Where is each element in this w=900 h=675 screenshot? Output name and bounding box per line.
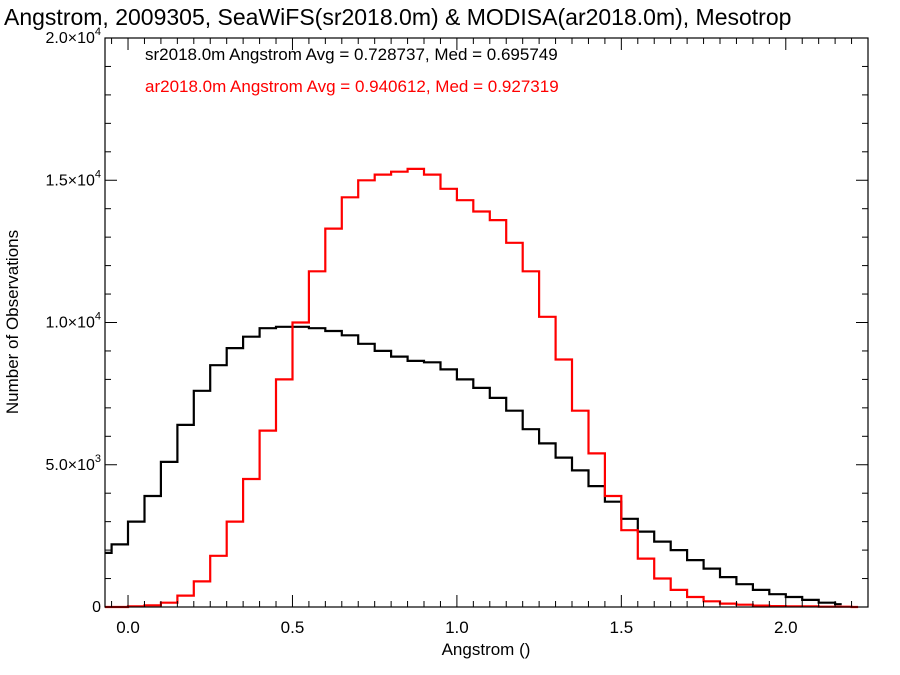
x-tick-label: 0.5 bbox=[281, 618, 305, 637]
y-tick-label: 0 bbox=[92, 599, 101, 616]
y-tick-label: 1.5×104 bbox=[45, 168, 101, 189]
y-axis-label: Number of Observations bbox=[3, 230, 22, 414]
y-tick-label: 1.0×104 bbox=[45, 311, 101, 332]
x-tick-label: 1.5 bbox=[610, 618, 634, 637]
annotation-black-series: sr2018.0m Angstrom Avg = 0.728737, Med =… bbox=[145, 45, 558, 64]
x-tick-label: 1.0 bbox=[445, 618, 469, 637]
y-tick-label: 5.0×103 bbox=[45, 453, 101, 474]
x-tick-label: 0.0 bbox=[116, 618, 140, 637]
x-tick-label: 2.0 bbox=[774, 618, 798, 637]
series-line-0 bbox=[105, 325, 842, 606]
plot-frame bbox=[104, 37, 869, 608]
x-axis-label: Angstrom () bbox=[442, 640, 531, 659]
y-tick-label: 2.0×104 bbox=[45, 26, 101, 47]
series-layer bbox=[105, 167, 859, 609]
annotation-red-series: ar2018.0m Angstrom Avg = 0.940612, Med =… bbox=[145, 77, 559, 96]
series-line-1 bbox=[105, 167, 859, 609]
chart-title: Angstrom, 2009305, SeaWiFS(sr2018.0m) & … bbox=[4, 4, 791, 30]
y-axis: 0 5.0×103 1.0×104 1.5×104 2.0×104 bbox=[45, 26, 868, 616]
x-axis: 0.0 0.5 1.0 1.5 2.0 bbox=[111, 38, 869, 637]
